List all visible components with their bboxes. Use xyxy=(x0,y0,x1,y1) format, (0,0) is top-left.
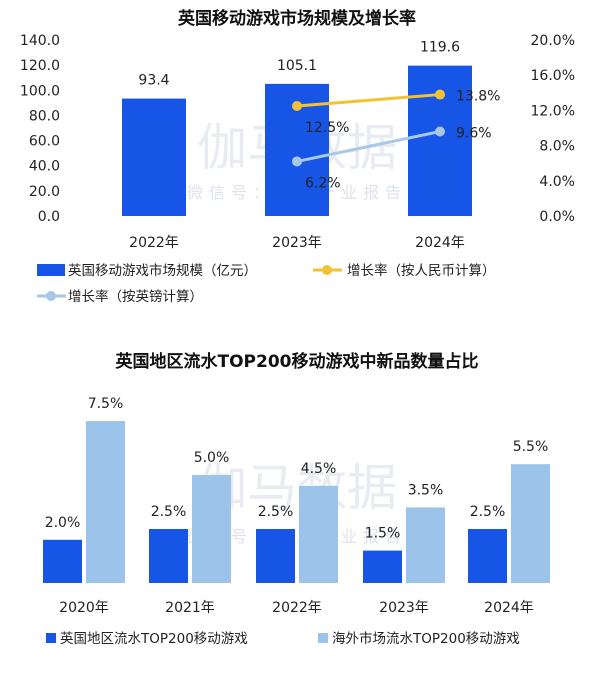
chart-1-right-axis: 0.0% 4.0% 8.0% 12.0% 16.0% 20.0% xyxy=(531,33,575,225)
left-tick-label: 100.0 xyxy=(20,83,60,99)
left-tick-label: 0.0 xyxy=(38,209,60,225)
chart-1-title: 英国移动游戏市场规模及增长率 xyxy=(178,8,416,29)
right-tick-label: 12.0% xyxy=(531,103,575,119)
uk-top200-label: 2.5% xyxy=(470,504,506,520)
market-size-label: 93.4 xyxy=(138,73,169,89)
right-tick-label: 8.0% xyxy=(539,139,575,155)
x-tick-label: 2022年 xyxy=(129,235,179,251)
chart-1-legend: 英国移动游戏市场规模（亿元） 增长率（按人民币计算） 增长率（按英镑计算） xyxy=(37,262,496,305)
overseas-top200-label: 5.5% xyxy=(513,439,549,455)
right-tick-label: 16.0% xyxy=(531,68,575,84)
legend-label-gbp-growth: 增长率（按英镑计算） xyxy=(68,288,203,305)
legend-marker-rmb-growth xyxy=(322,265,332,275)
uk-top200-label: 2.0% xyxy=(45,515,81,531)
market-size-label: 105.1 xyxy=(277,58,317,74)
x-tick-label: 2024年 xyxy=(484,600,534,616)
left-tick-label: 40.0 xyxy=(29,159,60,175)
uk-top200-bar xyxy=(43,539,82,583)
chart-2: 英国地区流水TOP200移动游戏中新品数量占比 2.0% 2.5% 2.5% 1.5%… xyxy=(43,351,550,647)
left-tick-label: 60.0 xyxy=(29,134,60,150)
gbp-growth-label: 9.6% xyxy=(456,126,492,142)
rmb-growth-label: 12.5% xyxy=(305,120,349,136)
overseas-top200-label: 3.5% xyxy=(408,482,444,498)
uk-top200-bar xyxy=(363,550,402,583)
uk-top200-bar xyxy=(256,529,295,583)
overseas-top200-bar xyxy=(86,421,125,583)
legend-label-uk-top200: 英国地区流水TOP200移动游戏 xyxy=(60,630,248,647)
legend-marker-gbp-growth xyxy=(46,291,56,301)
market-size-bar xyxy=(122,98,186,216)
legend-label-overseas-top200: 海外市场流水TOP200移动游戏 xyxy=(332,630,520,647)
rmb-growth-point xyxy=(292,101,302,111)
gbp-growth-point xyxy=(435,126,445,137)
overseas-top200-bar xyxy=(299,485,338,583)
x-tick-label: 2024年 xyxy=(415,235,465,251)
legend-swatch-uk-top200 xyxy=(46,633,56,643)
chart-1-x-axis: 2022年 2023年 2024年 xyxy=(129,235,465,251)
overseas-top200-label: 5.0% xyxy=(194,450,230,466)
legend-swatch-market-size xyxy=(37,264,65,276)
uk-top200-bar xyxy=(468,529,507,583)
legend-label-rmb-growth: 增长率（按人民币计算） xyxy=(347,262,496,279)
x-tick-label: 2021年 xyxy=(165,600,215,616)
rmb-growth-line xyxy=(296,93,441,108)
right-tick-label: 0.0% xyxy=(539,209,575,225)
x-tick-label: 2023年 xyxy=(379,600,429,616)
x-tick-label: 2020年 xyxy=(59,600,109,616)
uk-top200-label: 1.5% xyxy=(365,526,401,542)
overseas-top200-label: 7.5% xyxy=(88,396,124,412)
market-size-label: 119.6 xyxy=(420,40,460,56)
left-tick-label: 20.0 xyxy=(29,184,60,200)
overseas-top200-label: 4.5% xyxy=(301,461,337,477)
chart-2-bars: 2.0% 2.5% 2.5% 1.5% 2.5% 7.5% 5.0% 4.5% 3.5% 5.5% xyxy=(43,396,550,583)
chart-1-left-axis: 0.0 20.0 40.0 60.0 80.0 100.0 120.0 140.0 xyxy=(20,33,60,225)
uk-top200-label: 2.5% xyxy=(258,504,294,520)
gbp-growth-line xyxy=(296,130,441,163)
chart-2-title: 英国地区流水TOP200移动游戏中新品数量占比 xyxy=(116,351,479,372)
left-tick-label: 120.0 xyxy=(20,58,60,74)
x-tick-label: 2022年 xyxy=(272,600,322,616)
chart-2-legend: 英国地区流水TOP200移动游戏 海外市场流水TOP200移动游戏 xyxy=(46,630,520,647)
left-tick-label: 140.0 xyxy=(20,33,60,49)
overseas-top200-bar xyxy=(511,464,550,583)
uk-top200-label: 2.5% xyxy=(151,504,187,520)
overseas-top200-bar xyxy=(406,507,445,583)
legend-swatch-overseas-top200 xyxy=(318,633,328,643)
x-tick-label: 2023年 xyxy=(272,235,322,251)
right-tick-label: 4.0% xyxy=(539,174,575,190)
rmb-growth-point xyxy=(435,89,445,100)
legend-label-market-size: 英国移动游戏市场规模（亿元） xyxy=(68,262,257,279)
gbp-growth-point xyxy=(292,156,302,167)
chart-1: 英国移动游戏市场规模及增长率 0.0 20.0 40.0 60.0 80.0 100.0 1… xyxy=(20,8,575,305)
chart-1-bars: 93.4 105.1 119.6 xyxy=(122,40,472,216)
right-tick-label: 20.0% xyxy=(531,33,575,49)
left-tick-label: 80.0 xyxy=(29,108,60,124)
rmb-growth-label: 13.8% xyxy=(456,89,500,105)
chart-1-lines: 12.5% 13.8% 6.2% 9.6% xyxy=(292,89,500,191)
overseas-top200-bar xyxy=(192,475,231,583)
gbp-growth-label: 6.2% xyxy=(305,175,341,191)
chart-2-x-axis: 2020年 2021年 2022年 2023年 2024年 xyxy=(59,600,534,616)
uk-top200-bar xyxy=(149,529,188,583)
